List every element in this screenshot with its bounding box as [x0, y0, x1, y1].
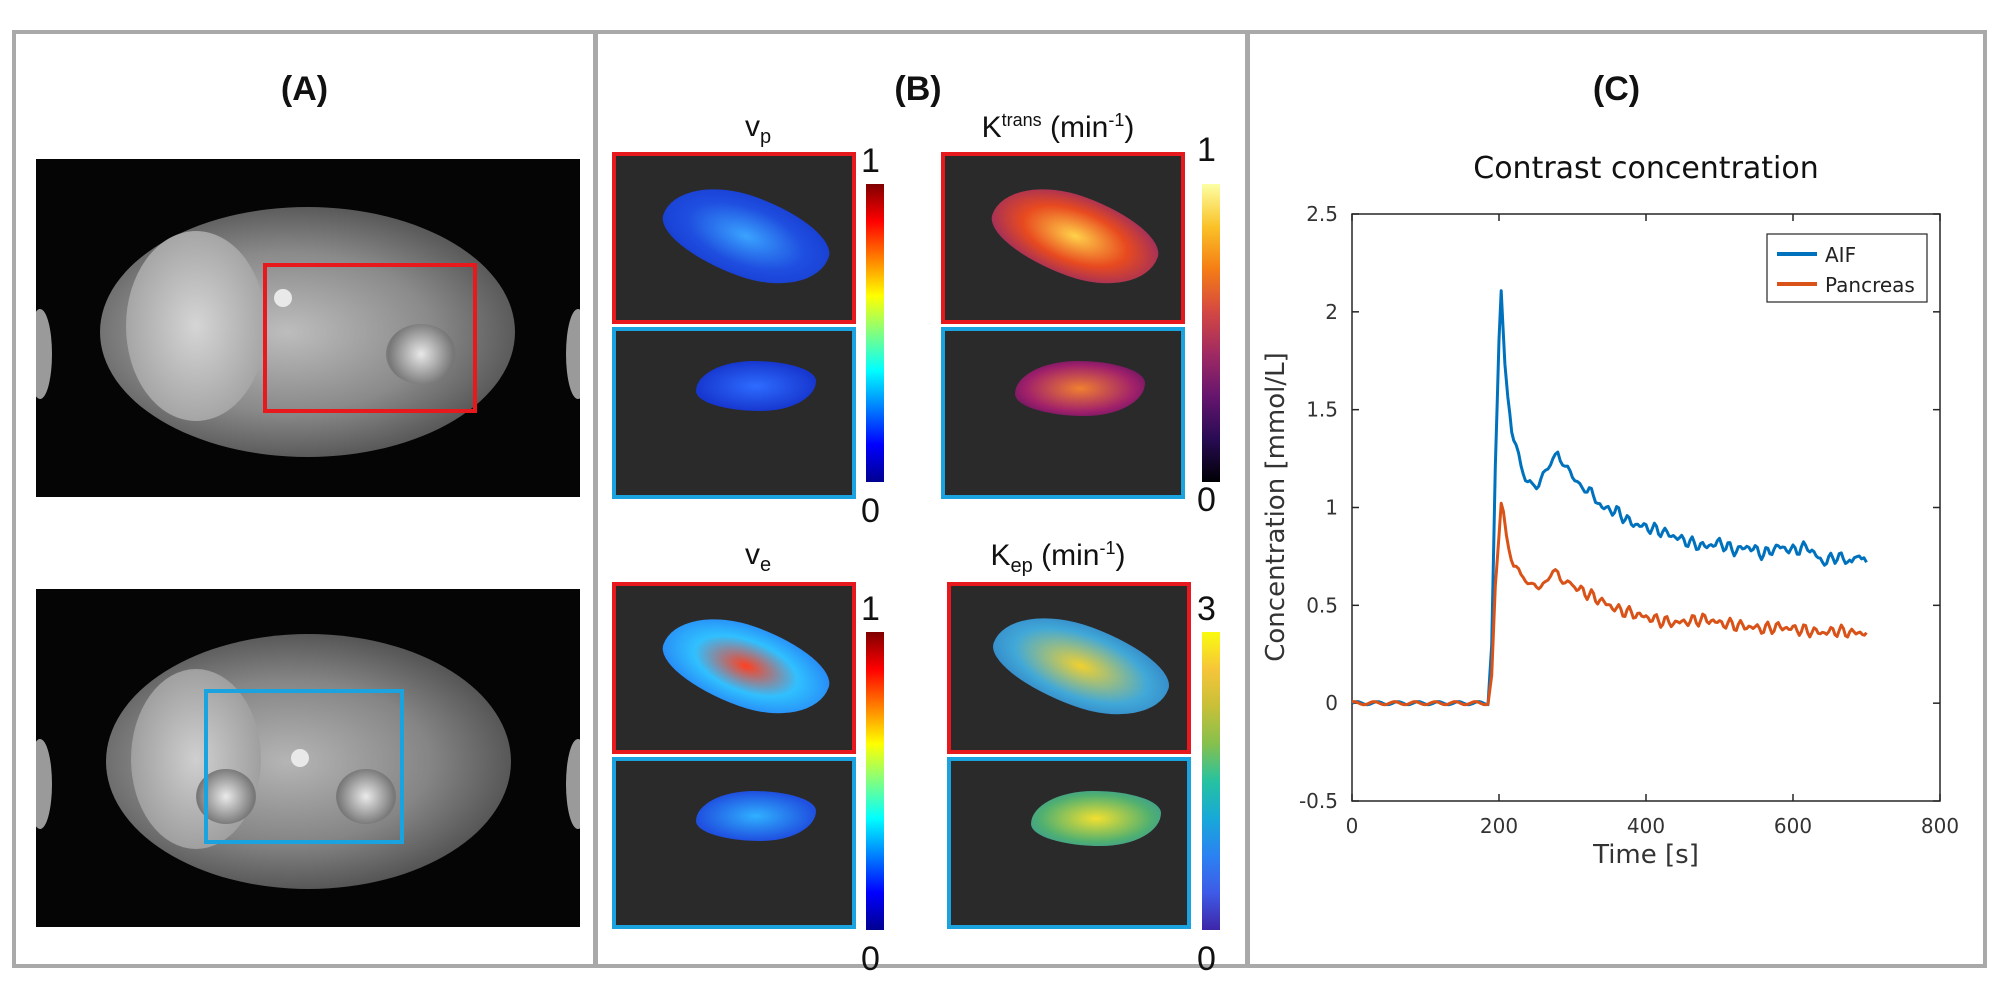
panel-c-label: (C): [1592, 70, 1641, 108]
y-tick-label: 2: [1325, 300, 1338, 324]
x-tick-label: 200: [1480, 814, 1518, 838]
map-title-ve: ve: [698, 538, 818, 577]
map-title-unit-sup: -1: [1099, 538, 1116, 558]
colorbar-kep: [1202, 632, 1220, 930]
panel-b: (B) vp 1 0 Ktrans (min-1) 1 0 ve 1 0 Kep…: [594, 30, 1249, 978]
y-tick-label: 1: [1325, 496, 1338, 520]
x-tick-label: 800: [1921, 814, 1959, 838]
map-title-sup: trans: [1001, 110, 1042, 130]
map-title-sub: p: [759, 126, 772, 148]
map-title-sub: e: [759, 554, 772, 576]
colorbar-kep-max: 3: [1197, 590, 1216, 628]
map-title-unit-end: ): [1115, 539, 1126, 572]
colorbar-kep-min: 0: [1197, 940, 1216, 978]
colorbar-ktrans-min: 0: [1197, 481, 1216, 519]
ve-map-blue: [612, 757, 856, 929]
colorbar-vp-max: 1: [861, 142, 880, 180]
colorbar-ve-max: 1: [861, 590, 880, 628]
kep-map-red: [947, 582, 1191, 754]
ktrans-map-blue: [941, 327, 1185, 499]
vp-map-red: [612, 152, 856, 324]
colorbar-ktrans: [1202, 184, 1220, 482]
y-tick-label: 2.5: [1306, 202, 1338, 226]
map-title-unit: (min: [1032, 539, 1100, 572]
map-title-unit-end: ): [1124, 111, 1135, 144]
series-group: [1351, 289, 1868, 707]
map-title-sub: ep: [1010, 555, 1033, 577]
map-title-name: K: [981, 111, 1002, 144]
x-tick-label: 0: [1346, 814, 1359, 838]
roi-blue-box: [204, 689, 404, 844]
mri-axial-lower: [36, 589, 580, 927]
ktrans-map-red: [941, 152, 1185, 324]
x-axis: 0 200 400 600 800: [1346, 214, 1959, 838]
x-tick-label: 400: [1627, 814, 1665, 838]
vp-map-blue: [612, 327, 856, 499]
map-title-name: K: [990, 539, 1011, 572]
legend: AIF Pancreas: [1766, 233, 1928, 303]
panel-a: (A): [12, 30, 597, 968]
x-axis-label: Time [s]: [1592, 840, 1699, 870]
y-axis-label: Concentration [mmol/L]: [1261, 352, 1291, 662]
map-title-unit: (min: [1041, 111, 1109, 144]
y-tick-label: 1.5: [1306, 398, 1338, 422]
colorbar-vp-min: 0: [861, 492, 880, 530]
colorbar-ktrans-max: 1: [1197, 131, 1216, 169]
colorbar-ve-min: 0: [861, 940, 880, 978]
map-title-name: v: [744, 110, 760, 143]
map-title-vp: vp: [698, 110, 818, 149]
kep-map-blue: [947, 757, 1191, 929]
map-title-kep: Kep (min-1): [938, 538, 1178, 578]
ve-map-red: [612, 582, 856, 754]
mri-axial-upper: [36, 159, 580, 497]
legend-box: [1766, 233, 1928, 303]
panel-a-label: (A): [280, 70, 329, 108]
map-title-ktrans: Ktrans (min-1): [938, 110, 1178, 145]
panel-c: (C) Contrast concentration -0.5 0 0.5 1 1.5 2…: [1246, 30, 1987, 968]
series-pancreas-line: [1351, 501, 1868, 707]
concentration-chart: Contrast concentration -0.500.511.522.5 …: [1261, 151, 1959, 870]
panel-b-label: (B): [894, 70, 942, 108]
chart-title: Contrast concentration: [1473, 151, 1819, 186]
map-title-unit-sup: -1: [1108, 110, 1125, 130]
map-title-name: v: [744, 538, 760, 571]
y-tick-label: 0.5: [1306, 593, 1338, 617]
y-tick-label: 0: [1325, 691, 1338, 715]
roi-red-box: [263, 263, 477, 413]
colorbar-vp: [866, 184, 884, 482]
legend-aif-label: AIF: [1825, 243, 1856, 267]
x-tick-label: 600: [1774, 814, 1812, 838]
colorbar-ve: [866, 632, 884, 930]
legend-pancreas-label: Pancreas: [1825, 273, 1915, 297]
y-tick-label: -0.5: [1299, 789, 1338, 813]
